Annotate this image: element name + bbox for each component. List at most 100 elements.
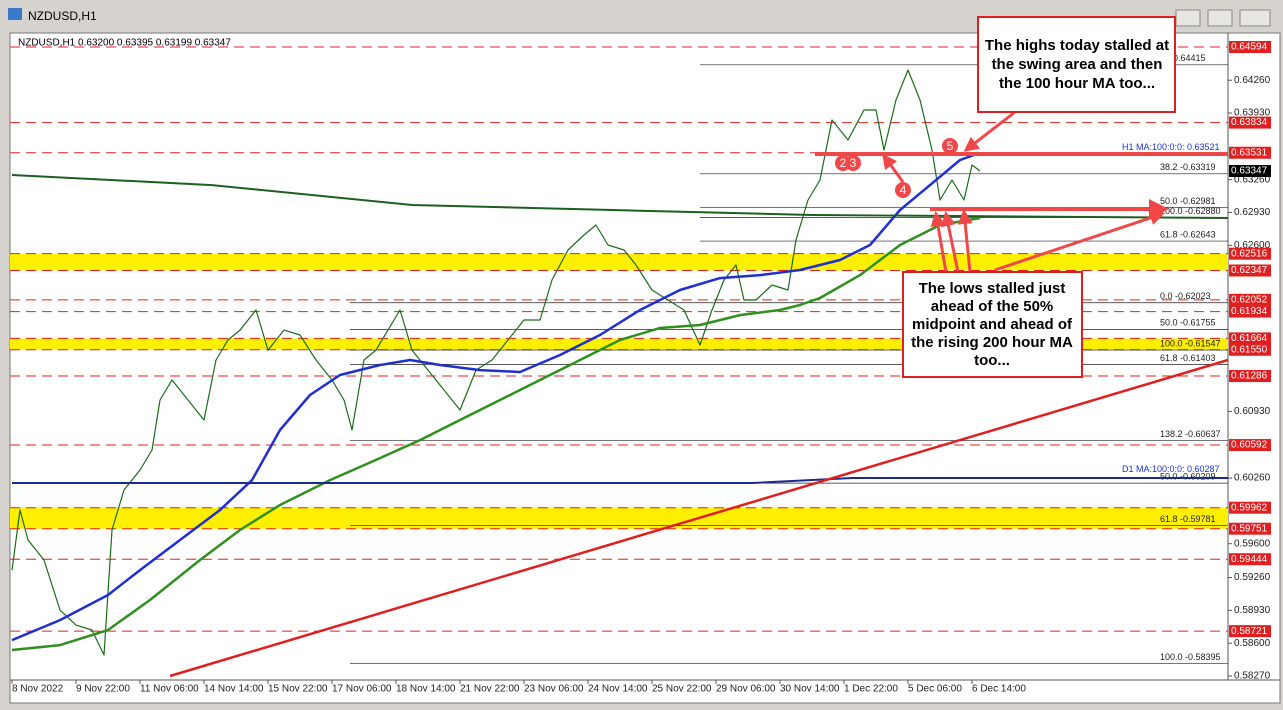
price-tag	[1229, 522, 1271, 535]
price-tag	[1229, 501, 1271, 514]
price-tag-label: 0.62516	[1231, 248, 1268, 259]
arrow	[957, 209, 973, 273]
arrow	[882, 153, 905, 183]
arrow	[994, 210, 1165, 272]
callout-text: the rising 200 hour MA	[911, 334, 1073, 351]
price-tag-label: 0.61664	[1231, 333, 1268, 344]
series-line	[11, 216, 981, 652]
price-tag-label: 0.59962	[1231, 502, 1268, 513]
y-tick-label: 0.64260	[1234, 75, 1271, 86]
chart-area	[9, 32, 1281, 704]
callout-text: the 100 hour MA too...	[999, 75, 1155, 92]
x-tick-label: 29 Nov 06:00	[716, 684, 776, 695]
price-tag-label: 0.63347	[1231, 166, 1268, 177]
fib-label: 61.8 -0.61403	[1160, 353, 1216, 363]
price-tag	[1229, 370, 1271, 383]
fib-label: 138.2 -0.60637	[1160, 429, 1221, 439]
price-tag-label: 0.60592	[1231, 440, 1268, 451]
price-tag-label: 0.61550	[1231, 344, 1268, 355]
callout-text: the swing area and then	[992, 56, 1163, 73]
fib-label: 50.0 -0.60209	[1160, 472, 1216, 482]
series-line	[11, 153, 975, 642]
marker-label: 4	[900, 183, 907, 197]
annotations: 2 3 4 5 The highs today stalled at the s…	[815, 16, 1228, 378]
marker-label: 3	[850, 156, 857, 170]
fib-label: 61.8 -0.62643	[1160, 229, 1216, 239]
x-tick-label: 11 Nov 06:00	[140, 684, 199, 695]
price-tag	[1229, 625, 1271, 638]
callout-text: The lows stalled just	[919, 280, 1066, 297]
callout-box	[977, 16, 1176, 113]
x-tick-label: 5 Dec 06:00	[908, 684, 962, 695]
window-buttons[interactable]	[1175, 9, 1271, 27]
window-icon	[8, 8, 22, 20]
zone	[10, 253, 1228, 271]
arrow	[930, 211, 948, 273]
x-tick-label: 30 Nov 14:00	[780, 684, 840, 695]
price-tag	[1229, 553, 1271, 566]
series-line	[12, 477, 1228, 484]
y-tick-label: 0.60260	[1234, 473, 1271, 484]
price-tag-label: 0.61286	[1231, 371, 1268, 382]
callout-text: midpoint and ahead of	[912, 316, 1073, 333]
x-tick-label: 17 Nov 06:00	[332, 684, 392, 695]
x-tick-label: 25 Nov 22:00	[652, 684, 712, 695]
window-title: NZDUSD,H1	[28, 9, 97, 23]
price-tag-label: 0.62347	[1231, 265, 1268, 276]
callout-text: The highs today stalled at	[985, 37, 1169, 54]
series-line	[169, 358, 1229, 678]
close-button[interactable]	[1239, 9, 1271, 27]
minimize-button[interactable]	[1175, 9, 1201, 27]
price-tag	[1229, 293, 1271, 306]
marker	[942, 138, 958, 154]
marker-label: 5	[947, 139, 954, 153]
y-tick-label: 0.58600	[1234, 638, 1271, 649]
x-tick-label: 6 Dec 14:00	[972, 684, 1026, 695]
back-layer	[10, 46, 1228, 664]
maximize-button[interactable]	[1207, 9, 1233, 27]
callout: The lows stalled just ahead of the 50% m…	[902, 271, 1083, 378]
x-tick-label: 9 Nov 22:00	[76, 684, 130, 695]
y-tick-label: 0.59260	[1234, 572, 1271, 583]
price-tag-label: 0.64594	[1231, 42, 1268, 53]
fib-label: 100.0 -0.61547	[1160, 338, 1221, 348]
price-tag	[1229, 264, 1271, 277]
fib-label: 61.8 -0.59781	[1160, 514, 1216, 524]
ma-label: D1 MA:100:0:0: 0.60287	[1122, 464, 1220, 474]
callout-text: too...	[974, 352, 1010, 369]
fib-label: 100.0 -0.62880	[1160, 206, 1221, 216]
chart-header: NZDUSD,H1 0.63200 0.63395 0.63199 0.6334…	[18, 38, 231, 49]
y-tick-label: 0.63260	[1234, 174, 1271, 185]
y-tick-label: 0.62930	[1234, 207, 1271, 218]
marker-label: 2	[840, 156, 847, 170]
price-tag	[1229, 41, 1271, 53]
price-tag	[1229, 146, 1271, 159]
price-tag	[1229, 343, 1271, 356]
fib-label: .0 -0.64415	[1160, 53, 1206, 63]
y-tick-label: 0.58930	[1234, 605, 1271, 616]
x-tick-label: 24 Nov 14:00	[588, 684, 648, 695]
price-tag	[1229, 116, 1271, 129]
fib-label: 38.2 -0.63319	[1160, 162, 1216, 172]
callout: The highs today stalled at the swing are…	[977, 16, 1176, 113]
price-tag-label: 0.59444	[1231, 554, 1268, 565]
marker	[895, 182, 911, 198]
x-tick-label: 14 Nov 14:00	[204, 684, 264, 695]
price-tag-label: 0.59751	[1231, 523, 1268, 534]
series-line	[11, 69, 981, 656]
main-layer: 0.64260 0.63930 0.63260 0.62930 0.62600 0.609…	[11, 41, 1271, 695]
ma-label: H1 MA:100:0:0: 0.63521	[1122, 142, 1220, 152]
callout-box	[902, 271, 1083, 378]
price-tag	[1229, 247, 1271, 260]
series-line	[11, 174, 1229, 219]
price-tag	[1229, 165, 1271, 178]
price-tag	[1229, 439, 1271, 452]
zone	[10, 338, 1228, 350]
x-tick-label: 18 Nov 14:00	[396, 684, 456, 695]
x-tick-label: 21 Nov 22:00	[460, 684, 520, 695]
price-tag-label: 0.63834	[1231, 117, 1268, 128]
fib-label: 50.0 -0.61755	[1160, 318, 1216, 328]
y-tick-label: 0.58270	[1234, 671, 1271, 682]
